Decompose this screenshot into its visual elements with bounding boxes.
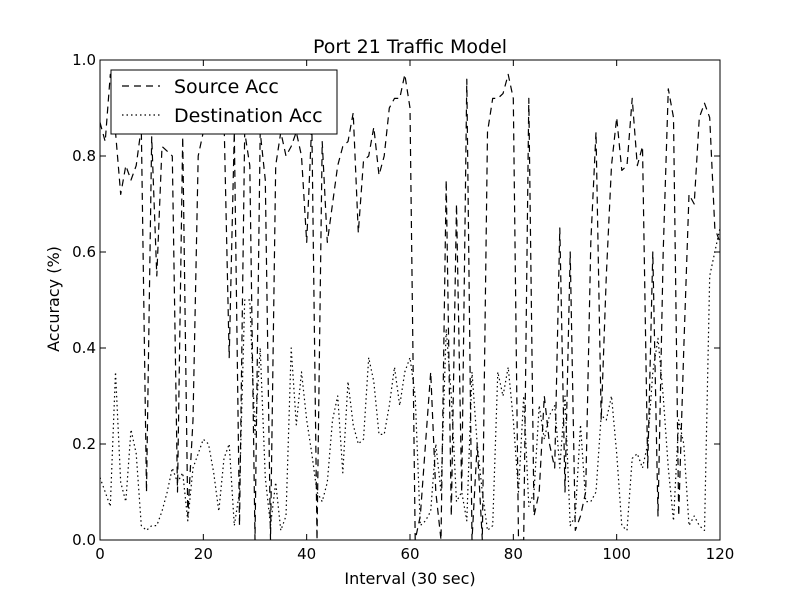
- legend: Source Acc Destination Acc: [110, 69, 338, 135]
- x-tick-label: 120: [706, 545, 735, 563]
- y-tick-label: 0.8: [72, 147, 96, 165]
- plot-frame: [99, 59, 721, 541]
- x-tick-label: 80: [504, 545, 523, 563]
- series-layer: [100, 73, 720, 540]
- x-tick-label: 100: [602, 545, 631, 563]
- series-source-acc-line: [100, 73, 720, 540]
- y-tick-label: 0.4: [72, 339, 96, 357]
- legend-box: [110, 69, 338, 135]
- ticks-layer: 0 20 40 60 80 100 120 0.0 0.2 0.4 0.6 0.8 1.0: [72, 51, 734, 563]
- y-tick-label: 0.0: [72, 531, 96, 549]
- x-tick-label: 0: [95, 545, 105, 563]
- y-tick-label: 1.0: [72, 51, 96, 69]
- y-tick-label: 0.2: [72, 435, 96, 453]
- x-tick-label: 60: [400, 545, 419, 563]
- chart-title: Port 21 Traffic Model: [313, 36, 507, 58]
- series-destination-acc-line: [100, 227, 720, 532]
- x-tick-label: 40: [297, 545, 316, 563]
- legend-source-label: Source Acc: [174, 76, 279, 98]
- x-tick-label: 20: [194, 545, 213, 563]
- y-tick-label: 0.6: [72, 243, 96, 261]
- y-axis-label: Accuracy (%): [44, 246, 63, 352]
- x-axis-label: Interval (30 sec): [344, 569, 475, 588]
- legend-destination-label: Destination Acc: [174, 105, 323, 127]
